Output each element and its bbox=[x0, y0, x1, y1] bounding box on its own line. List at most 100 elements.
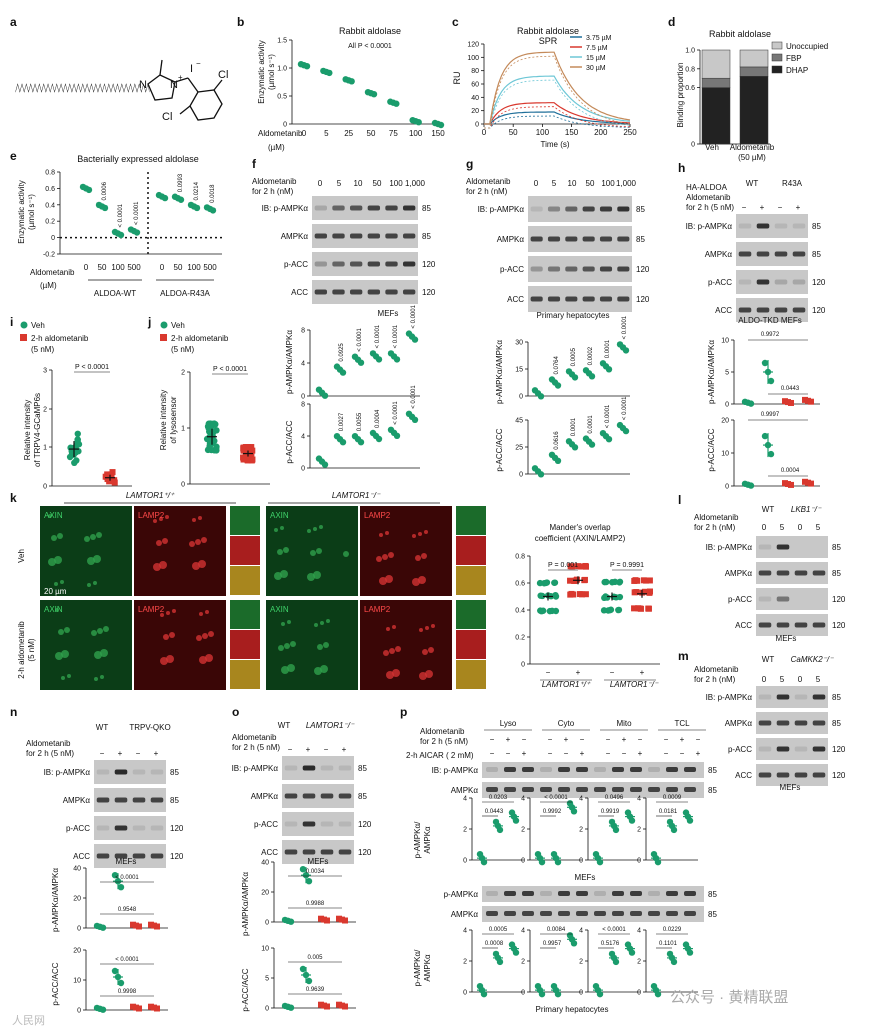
k-channel-label: AXIN bbox=[270, 511, 289, 520]
blot-n-band bbox=[151, 798, 164, 803]
p-band bbox=[648, 767, 660, 772]
legend-swatch-unoccupied bbox=[772, 42, 782, 49]
k-channel-label: LAMP2 bbox=[364, 605, 391, 614]
chart-f-point bbox=[394, 433, 400, 439]
chart-f-pval: < 0.0001 bbox=[357, 328, 363, 352]
chart-h-pval: 0.0443 bbox=[781, 386, 800, 392]
chart-d-x1: Veh bbox=[705, 143, 719, 152]
chart-g1-ytick-label: 0 bbox=[519, 394, 523, 401]
k-signal-spot bbox=[96, 532, 102, 538]
chart-p-pval: 0.9957 bbox=[543, 941, 562, 947]
blot-o-kda: 85 bbox=[358, 792, 367, 801]
chart-j-ytick-label: 0 bbox=[181, 482, 185, 489]
blot-o-band bbox=[321, 850, 334, 855]
n-treat-1: Aldometanib bbox=[26, 739, 71, 748]
p-band bbox=[612, 891, 624, 896]
chart-c-ytick-label: 80 bbox=[471, 68, 479, 75]
blot-f-band bbox=[368, 262, 380, 267]
chart-e-xlabel-2: (µM) bbox=[40, 281, 57, 290]
chart-k-point bbox=[632, 589, 638, 595]
chart-p-point bbox=[481, 991, 487, 997]
i-legend-aldo-marker bbox=[20, 334, 27, 341]
chart-j-veh-point bbox=[213, 447, 219, 453]
chart-p-pval: 0.1101 bbox=[659, 941, 678, 947]
f-dose-label: 10 bbox=[354, 179, 363, 188]
blot-h-band bbox=[793, 308, 806, 313]
chart-h-pval: 0.0004 bbox=[781, 468, 800, 474]
h-sign: − bbox=[778, 203, 783, 212]
chart-f-point bbox=[394, 356, 400, 362]
chart-p-ytick-label: 0 bbox=[521, 990, 525, 997]
blot-h-kda: 120 bbox=[812, 278, 826, 287]
chart-g-point bbox=[589, 441, 595, 447]
chart-d-title: Rabbit aldolase bbox=[709, 29, 771, 39]
k-signal-spot bbox=[419, 628, 423, 632]
k-signal-spot bbox=[278, 645, 284, 651]
chart-n2-ytick-label: 10 bbox=[73, 978, 81, 985]
chart-f2-ytick-label: 4 bbox=[301, 434, 305, 441]
k-signal-spot bbox=[316, 548, 322, 554]
p-band bbox=[504, 911, 516, 916]
chart-d-plot: 00.60.81.0 bbox=[685, 48, 770, 149]
panel-letter-o: o bbox=[232, 705, 239, 719]
f-dose-label: 1,000 bbox=[405, 179, 426, 188]
p-treat-1: Aldometanib bbox=[420, 727, 465, 736]
chart-h-point bbox=[762, 433, 768, 439]
p-band bbox=[684, 767, 696, 772]
blot-o-band bbox=[321, 766, 334, 771]
chart-c-legend-label: 7.5 µM bbox=[586, 45, 608, 52]
k-signal-spot bbox=[166, 611, 170, 615]
panel-letter-d: d bbox=[668, 15, 675, 29]
k-signal-spot bbox=[169, 632, 175, 638]
chart-f1-ytick-label: 0 bbox=[301, 394, 305, 401]
k-geno1: LAMTOR1⁺/⁺ bbox=[126, 491, 175, 500]
structure-iodide: I bbox=[190, 63, 193, 75]
k-signal-spot bbox=[61, 676, 65, 680]
blot-h-band bbox=[775, 224, 788, 229]
chart-f1-ytick-label: 4 bbox=[301, 361, 305, 368]
panel-letter-e: e bbox=[10, 149, 17, 163]
p-kda: 85 bbox=[708, 786, 717, 795]
chart-h-pval: 0.9972 bbox=[761, 332, 780, 338]
f-dose-label: 0 bbox=[318, 179, 323, 188]
chart-n2-ytick-label: 0 bbox=[77, 1008, 81, 1015]
blot-f-band bbox=[385, 262, 397, 267]
f-cell: MEFs bbox=[378, 309, 399, 318]
chart-p-pval: 0.0181 bbox=[659, 809, 678, 815]
blot-l-band bbox=[759, 597, 772, 602]
chart-p-ytick-label: 2 bbox=[521, 827, 525, 834]
chart-n1-plot: 02040< 0.00010.9548 bbox=[73, 866, 168, 933]
blot-h-band bbox=[775, 308, 788, 313]
blot-n-band bbox=[133, 770, 146, 775]
k-signal-spot bbox=[274, 528, 278, 532]
chart-h-point bbox=[768, 451, 774, 457]
p-sign-aldo: + bbox=[564, 735, 569, 744]
p-band bbox=[486, 787, 498, 792]
chart-n-point bbox=[136, 1006, 142, 1012]
chart-k-point bbox=[601, 579, 607, 585]
blot-l-kda: 120 bbox=[832, 595, 846, 604]
blot-g-band bbox=[600, 207, 612, 212]
chart-k-ytick-label: 0.6 bbox=[515, 581, 525, 588]
k-signal-spot bbox=[54, 556, 62, 564]
blot-o-band bbox=[321, 822, 334, 827]
chart-f2-ytick-label: 8 bbox=[301, 402, 305, 409]
chart-g2-ytick-label: 25 bbox=[515, 445, 523, 452]
p-sign-aicar: − bbox=[622, 749, 627, 758]
blot-l-band bbox=[777, 623, 790, 628]
chart-e-title: Bacterially expressed aldolase bbox=[77, 154, 199, 164]
j-legend-aldo-2: (5 nM) bbox=[171, 345, 194, 354]
blot-g-row-bg bbox=[528, 286, 632, 312]
chart-b-pvalue: All P < 0.0001 bbox=[348, 43, 392, 50]
chart-i-ytick-label: 2 bbox=[43, 407, 47, 414]
chart-p-ytick-label: 4 bbox=[637, 796, 641, 803]
p-band bbox=[684, 891, 696, 896]
legend-swatch-fbp bbox=[772, 54, 782, 61]
l-ko: LKB1⁻/⁻ bbox=[791, 505, 822, 514]
chart-c-ytick-label: 100 bbox=[467, 55, 479, 62]
k-signal-spot bbox=[320, 621, 324, 625]
chart-e-point bbox=[162, 195, 168, 201]
panel-letter-j: j bbox=[147, 315, 151, 329]
k-signal-spot bbox=[281, 622, 285, 626]
blot-l-band bbox=[759, 623, 772, 628]
